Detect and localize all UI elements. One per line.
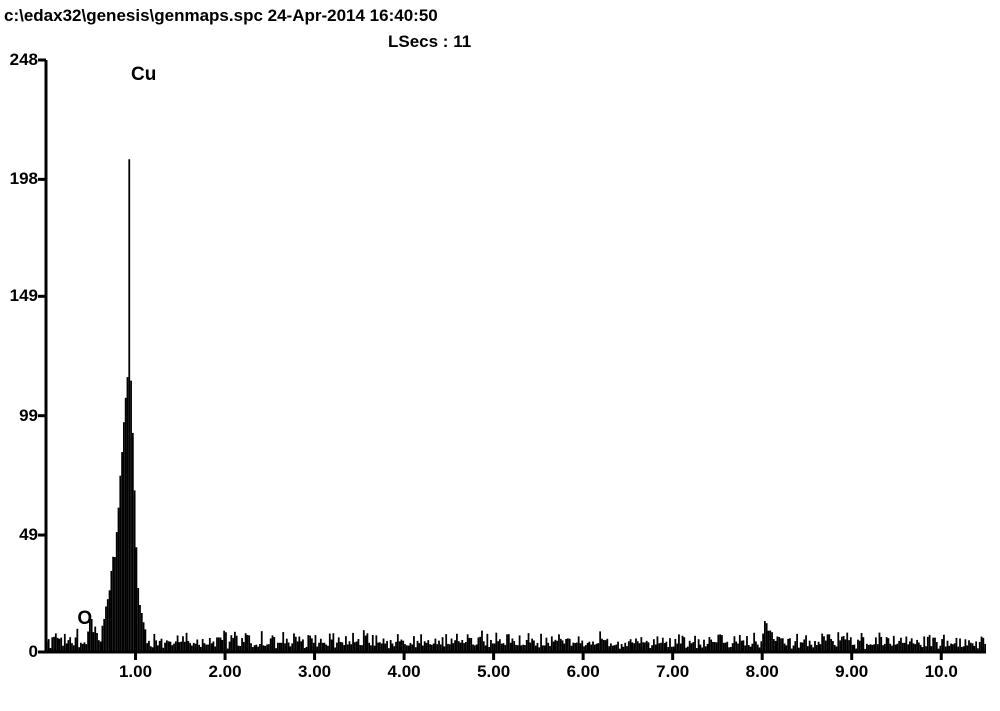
spectrum-plot-svg xyxy=(0,0,1000,711)
spectrum-chart: { "header": { "path_and_date": "c:\\edax… xyxy=(0,0,1000,711)
